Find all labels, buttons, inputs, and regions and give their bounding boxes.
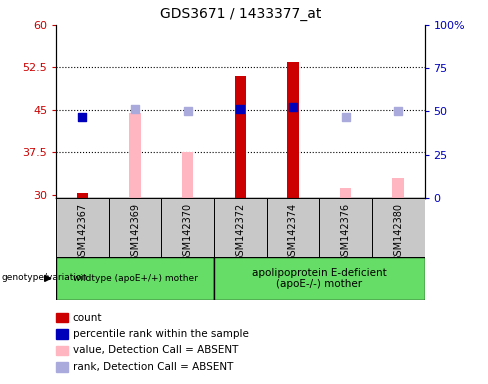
Bar xyxy=(372,198,425,257)
Title: GDS3671 / 1433377_at: GDS3671 / 1433377_at xyxy=(160,7,321,21)
Text: GSM142372: GSM142372 xyxy=(235,202,245,262)
Text: GSM142367: GSM142367 xyxy=(78,202,87,262)
Bar xyxy=(182,152,194,198)
Bar xyxy=(109,198,162,257)
Text: GSM142369: GSM142369 xyxy=(130,202,140,262)
Bar xyxy=(56,329,68,339)
Bar xyxy=(340,188,351,198)
Text: rank, Detection Call = ABSENT: rank, Detection Call = ABSENT xyxy=(73,362,233,372)
Bar xyxy=(56,257,214,300)
Bar xyxy=(77,193,88,198)
Point xyxy=(131,106,139,112)
Point xyxy=(237,106,244,112)
Bar xyxy=(287,62,299,198)
Text: genotype/variation: genotype/variation xyxy=(1,273,87,282)
Bar xyxy=(392,178,404,198)
Bar xyxy=(129,113,141,198)
Bar xyxy=(162,198,214,257)
Bar xyxy=(56,362,68,372)
Point xyxy=(184,108,192,114)
Point xyxy=(79,114,86,120)
Text: GSM142376: GSM142376 xyxy=(341,202,350,262)
Text: count: count xyxy=(73,313,102,323)
Point xyxy=(289,104,297,110)
Text: GSM142380: GSM142380 xyxy=(393,202,403,262)
Bar xyxy=(214,198,266,257)
Text: GSM142374: GSM142374 xyxy=(288,202,298,262)
Bar xyxy=(214,257,425,300)
Bar xyxy=(319,198,372,257)
Text: apolipoprotein E-deficient
(apoE-/-) mother: apolipoprotein E-deficient (apoE-/-) mot… xyxy=(252,268,386,289)
Bar xyxy=(56,346,68,355)
Text: wildtype (apoE+/+) mother: wildtype (apoE+/+) mother xyxy=(73,274,198,283)
Point xyxy=(394,108,402,114)
Bar xyxy=(266,198,319,257)
Point xyxy=(342,114,349,120)
Bar xyxy=(235,76,246,198)
Bar xyxy=(56,313,68,322)
Bar xyxy=(56,198,109,257)
Text: percentile rank within the sample: percentile rank within the sample xyxy=(73,329,248,339)
Text: GSM142370: GSM142370 xyxy=(183,202,193,262)
Text: value, Detection Call = ABSENT: value, Detection Call = ABSENT xyxy=(73,346,238,356)
